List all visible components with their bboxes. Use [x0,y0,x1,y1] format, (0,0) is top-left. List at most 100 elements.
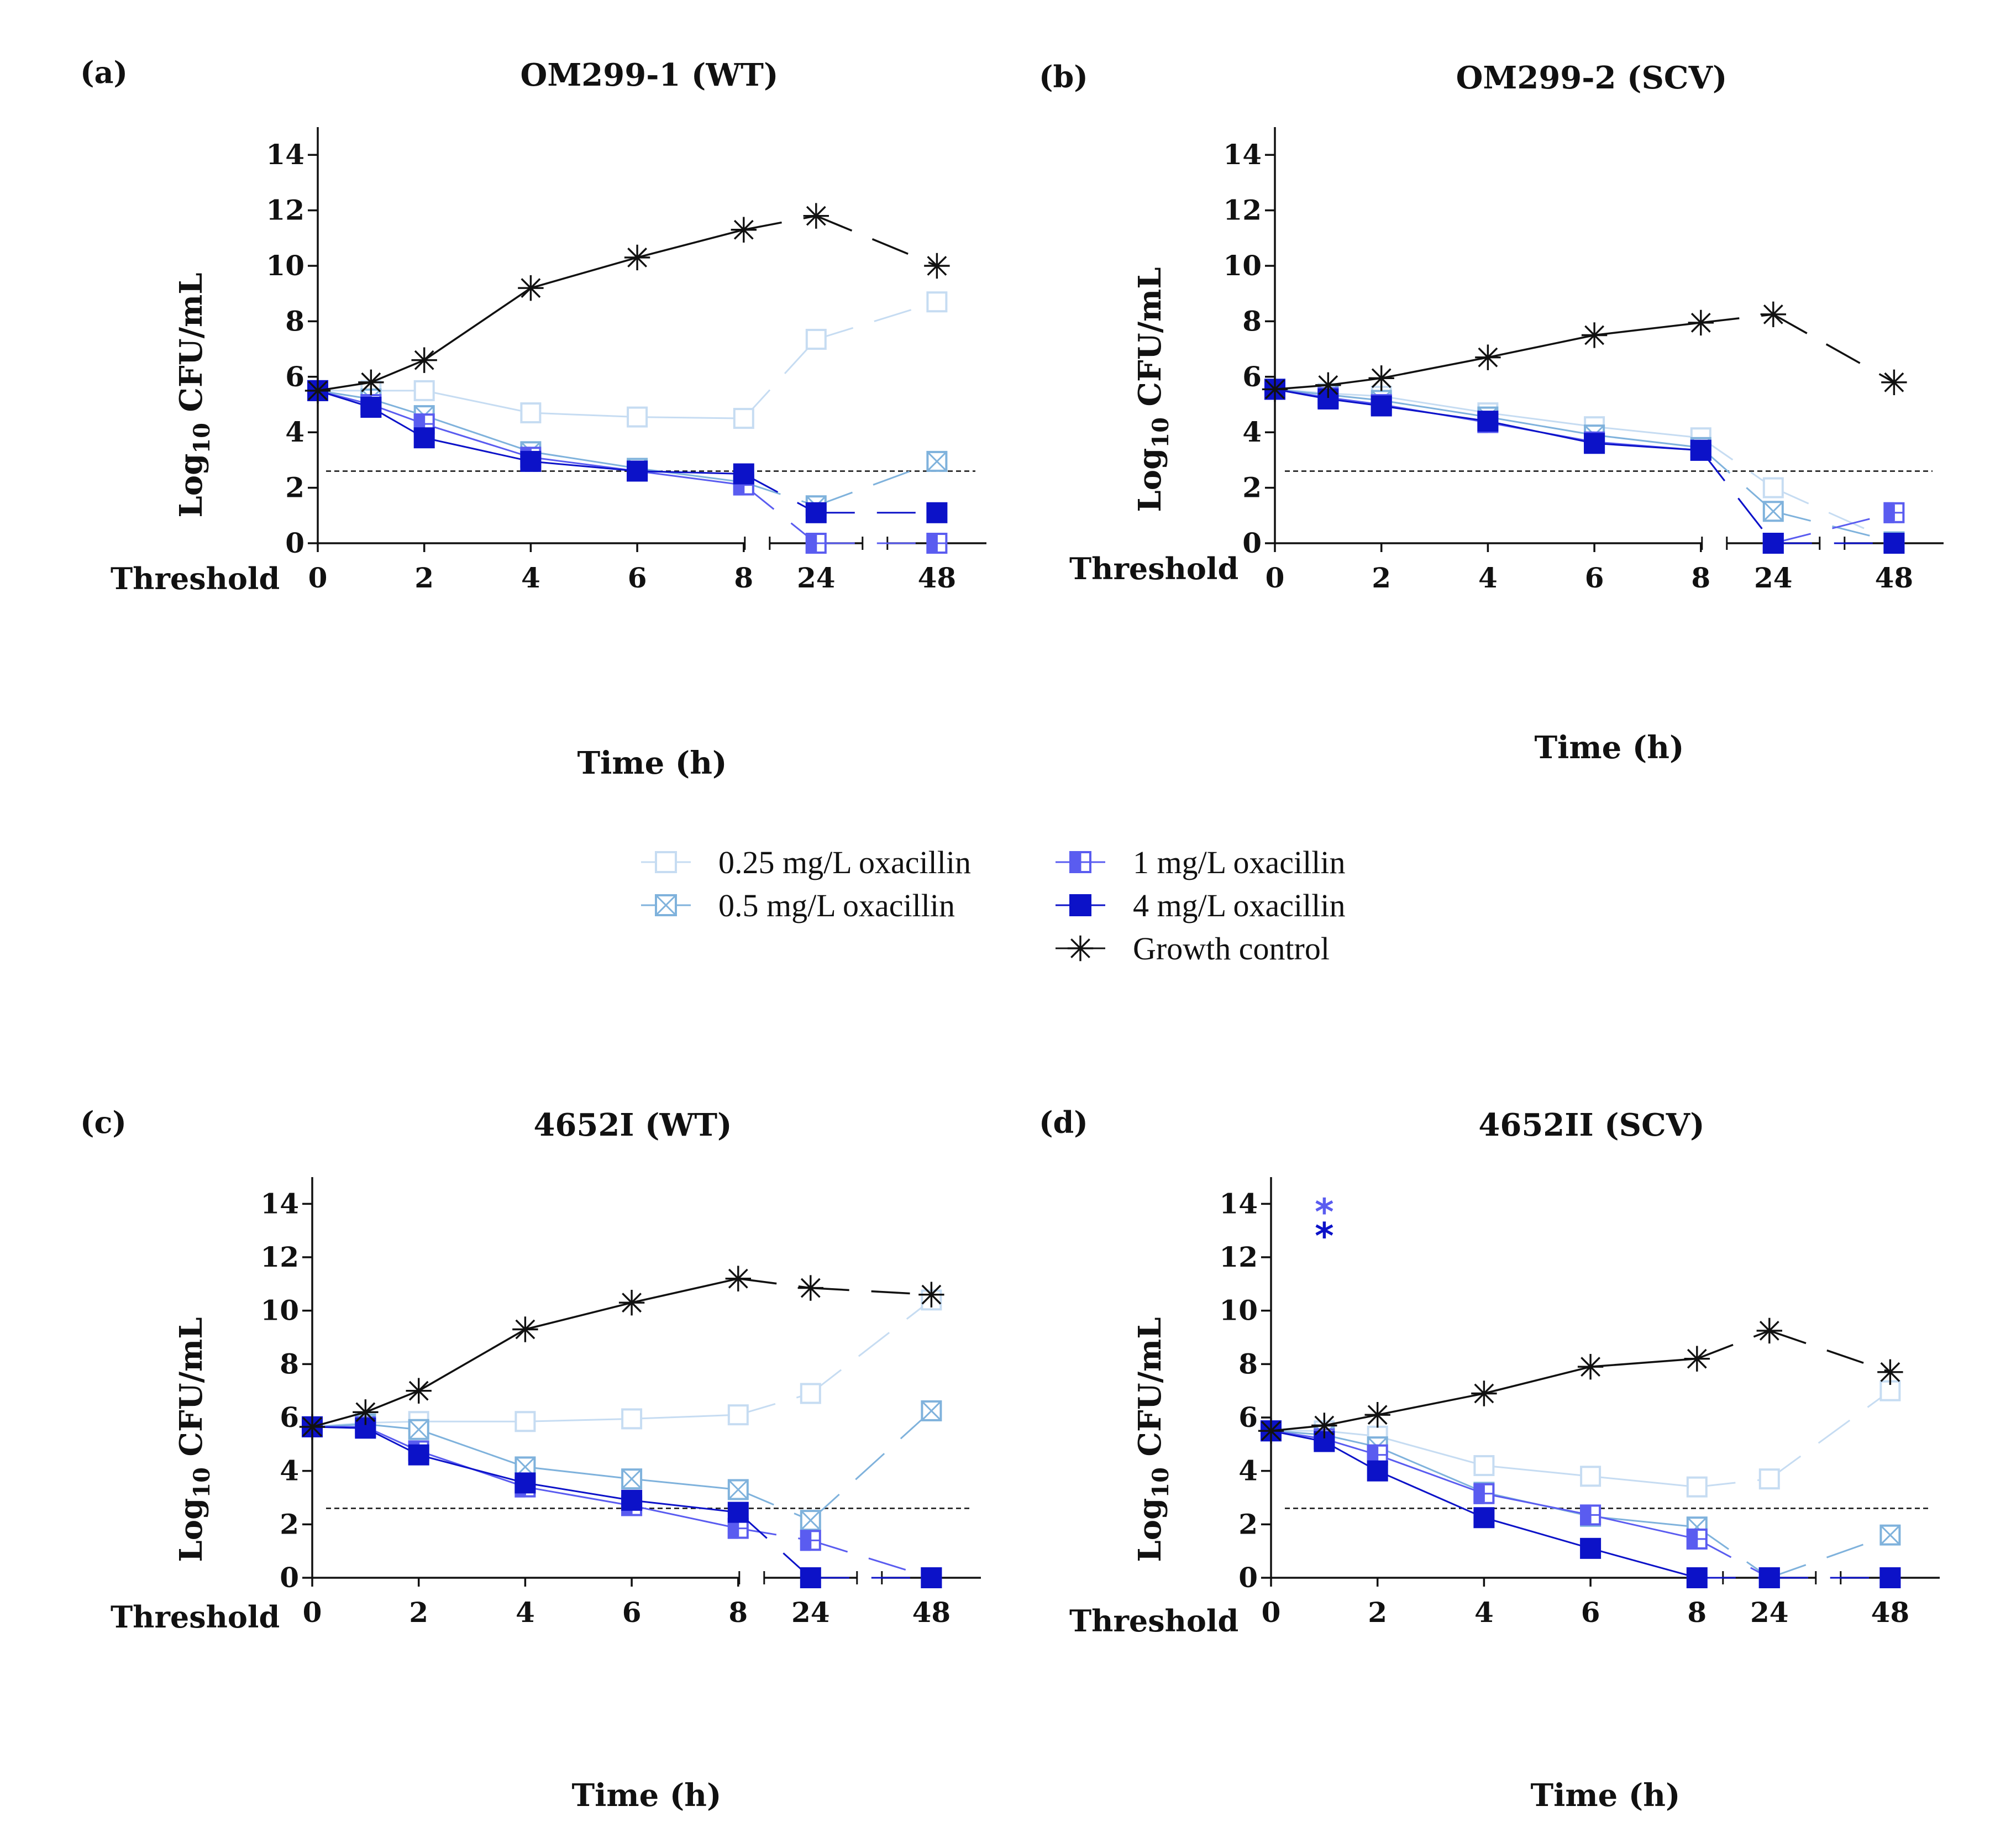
legend-label: Growth control [1133,931,1330,967]
series-line [1590,1357,1697,1368]
data-point [800,1530,821,1551]
legend-label: 0.25 mg/L oxacillin [718,844,971,880]
data-point [1877,1359,1903,1385]
panel-letter: (c) [80,1105,127,1140]
data-point [1686,1476,1708,1498]
series-line [1324,1414,1378,1427]
data-point [1881,369,1907,396]
y-tick-label: 12 [266,194,304,227]
data-point [624,244,650,271]
y-tick-label: 4 [1242,416,1262,448]
series-line [531,412,638,418]
x-tick-label: 4 [516,1596,535,1629]
series-line [1769,1534,1891,1579]
x-tick-label: 4 [521,561,540,594]
series-s05 [1264,379,1905,553]
data-point [621,1408,643,1430]
x-axis-label: Time (h) [1530,1777,1680,1814]
y-tick-label: 2 [285,471,304,504]
data-point [1758,1468,1780,1490]
series-line [1377,1470,1485,1519]
y-tick-label: 2 [1242,471,1262,504]
data-point [1473,1483,1495,1504]
series-line [1594,322,1702,337]
legend-entry-s05: 0.5 mg/L oxacillin [641,888,955,923]
data-point [1367,1460,1388,1482]
legend-marker [655,851,677,873]
series-line [738,1489,811,1521]
data-point [1756,1317,1782,1344]
series-line [737,1511,811,1579]
x-tick-label: 6 [622,1596,642,1629]
data-point [1473,1507,1495,1529]
data-point [413,427,435,449]
data-point [512,1316,538,1342]
data-point [627,406,648,428]
series-line [1590,1475,1697,1488]
series-line [631,1277,739,1304]
data-point [1690,439,1711,461]
data-point [1879,1524,1901,1546]
data-point [621,1468,643,1490]
series-gc [1258,1317,1903,1444]
y-tick-label: 12 [1223,194,1262,227]
series-line [424,414,531,453]
series-s025 [307,291,948,429]
threshold-label: Threshold [111,1599,280,1635]
legend: 0.25 mg/L oxacillin 0.5 mg/L oxacillin 1 m… [641,844,1345,967]
series-line [816,215,938,267]
series-line [418,1429,526,1468]
data-point [805,329,827,350]
x-axis-label: Time (h) [1534,729,1684,766]
y-tick-label: 0 [280,1561,299,1594]
series-line [631,1499,738,1514]
data-point [727,1502,749,1523]
series-line [424,437,531,463]
y-tick-label: 0 [1238,1561,1258,1594]
data-point [1477,411,1499,432]
data-point [514,1472,536,1494]
data-point [520,450,542,472]
x-tick-label: 48 [1871,1596,1910,1629]
data-point [413,380,435,401]
series-line [1590,1514,1698,1540]
series-line [530,256,638,289]
data-point [1371,395,1392,417]
data-point [733,408,754,429]
series-line [1594,426,1701,439]
series-gc [1262,301,1907,402]
series-line [1381,395,1488,414]
series-s025 [1264,379,1905,553]
series-line [525,1482,632,1502]
y-tick-label: 4 [1238,1455,1258,1487]
series-s025 [1261,1380,1901,1498]
series-line [1377,1454,1484,1495]
data-point [731,217,757,243]
x-tick-label: 2 [1368,1596,1387,1629]
series-line [370,359,425,384]
x-tick-label: 2 [414,561,434,594]
x-tick-label: 6 [628,561,647,594]
series-line [531,450,638,469]
legend-label: 1 mg/L oxacillin [1133,844,1345,880]
data-point [1688,309,1714,336]
y-tick-label: 10 [1223,249,1262,282]
x-tick-label: 48 [912,1596,951,1629]
y-tick-label: 4 [280,1455,299,1487]
data-point [1580,1504,1602,1526]
y-tick-label: 6 [280,1401,299,1434]
data-point [1879,1567,1901,1588]
data-point [1580,1537,1602,1559]
data-point [1577,1353,1604,1380]
y-tick-label: 12 [1219,1241,1258,1273]
data-point [800,1567,821,1588]
data-point [1760,301,1786,328]
series-line [1483,1366,1591,1395]
y-tick-label: 8 [285,305,304,337]
series-line [1768,1390,1891,1480]
data-point [926,502,948,523]
data-point [1258,1418,1284,1444]
y-tick-label: 2 [1238,1508,1258,1540]
